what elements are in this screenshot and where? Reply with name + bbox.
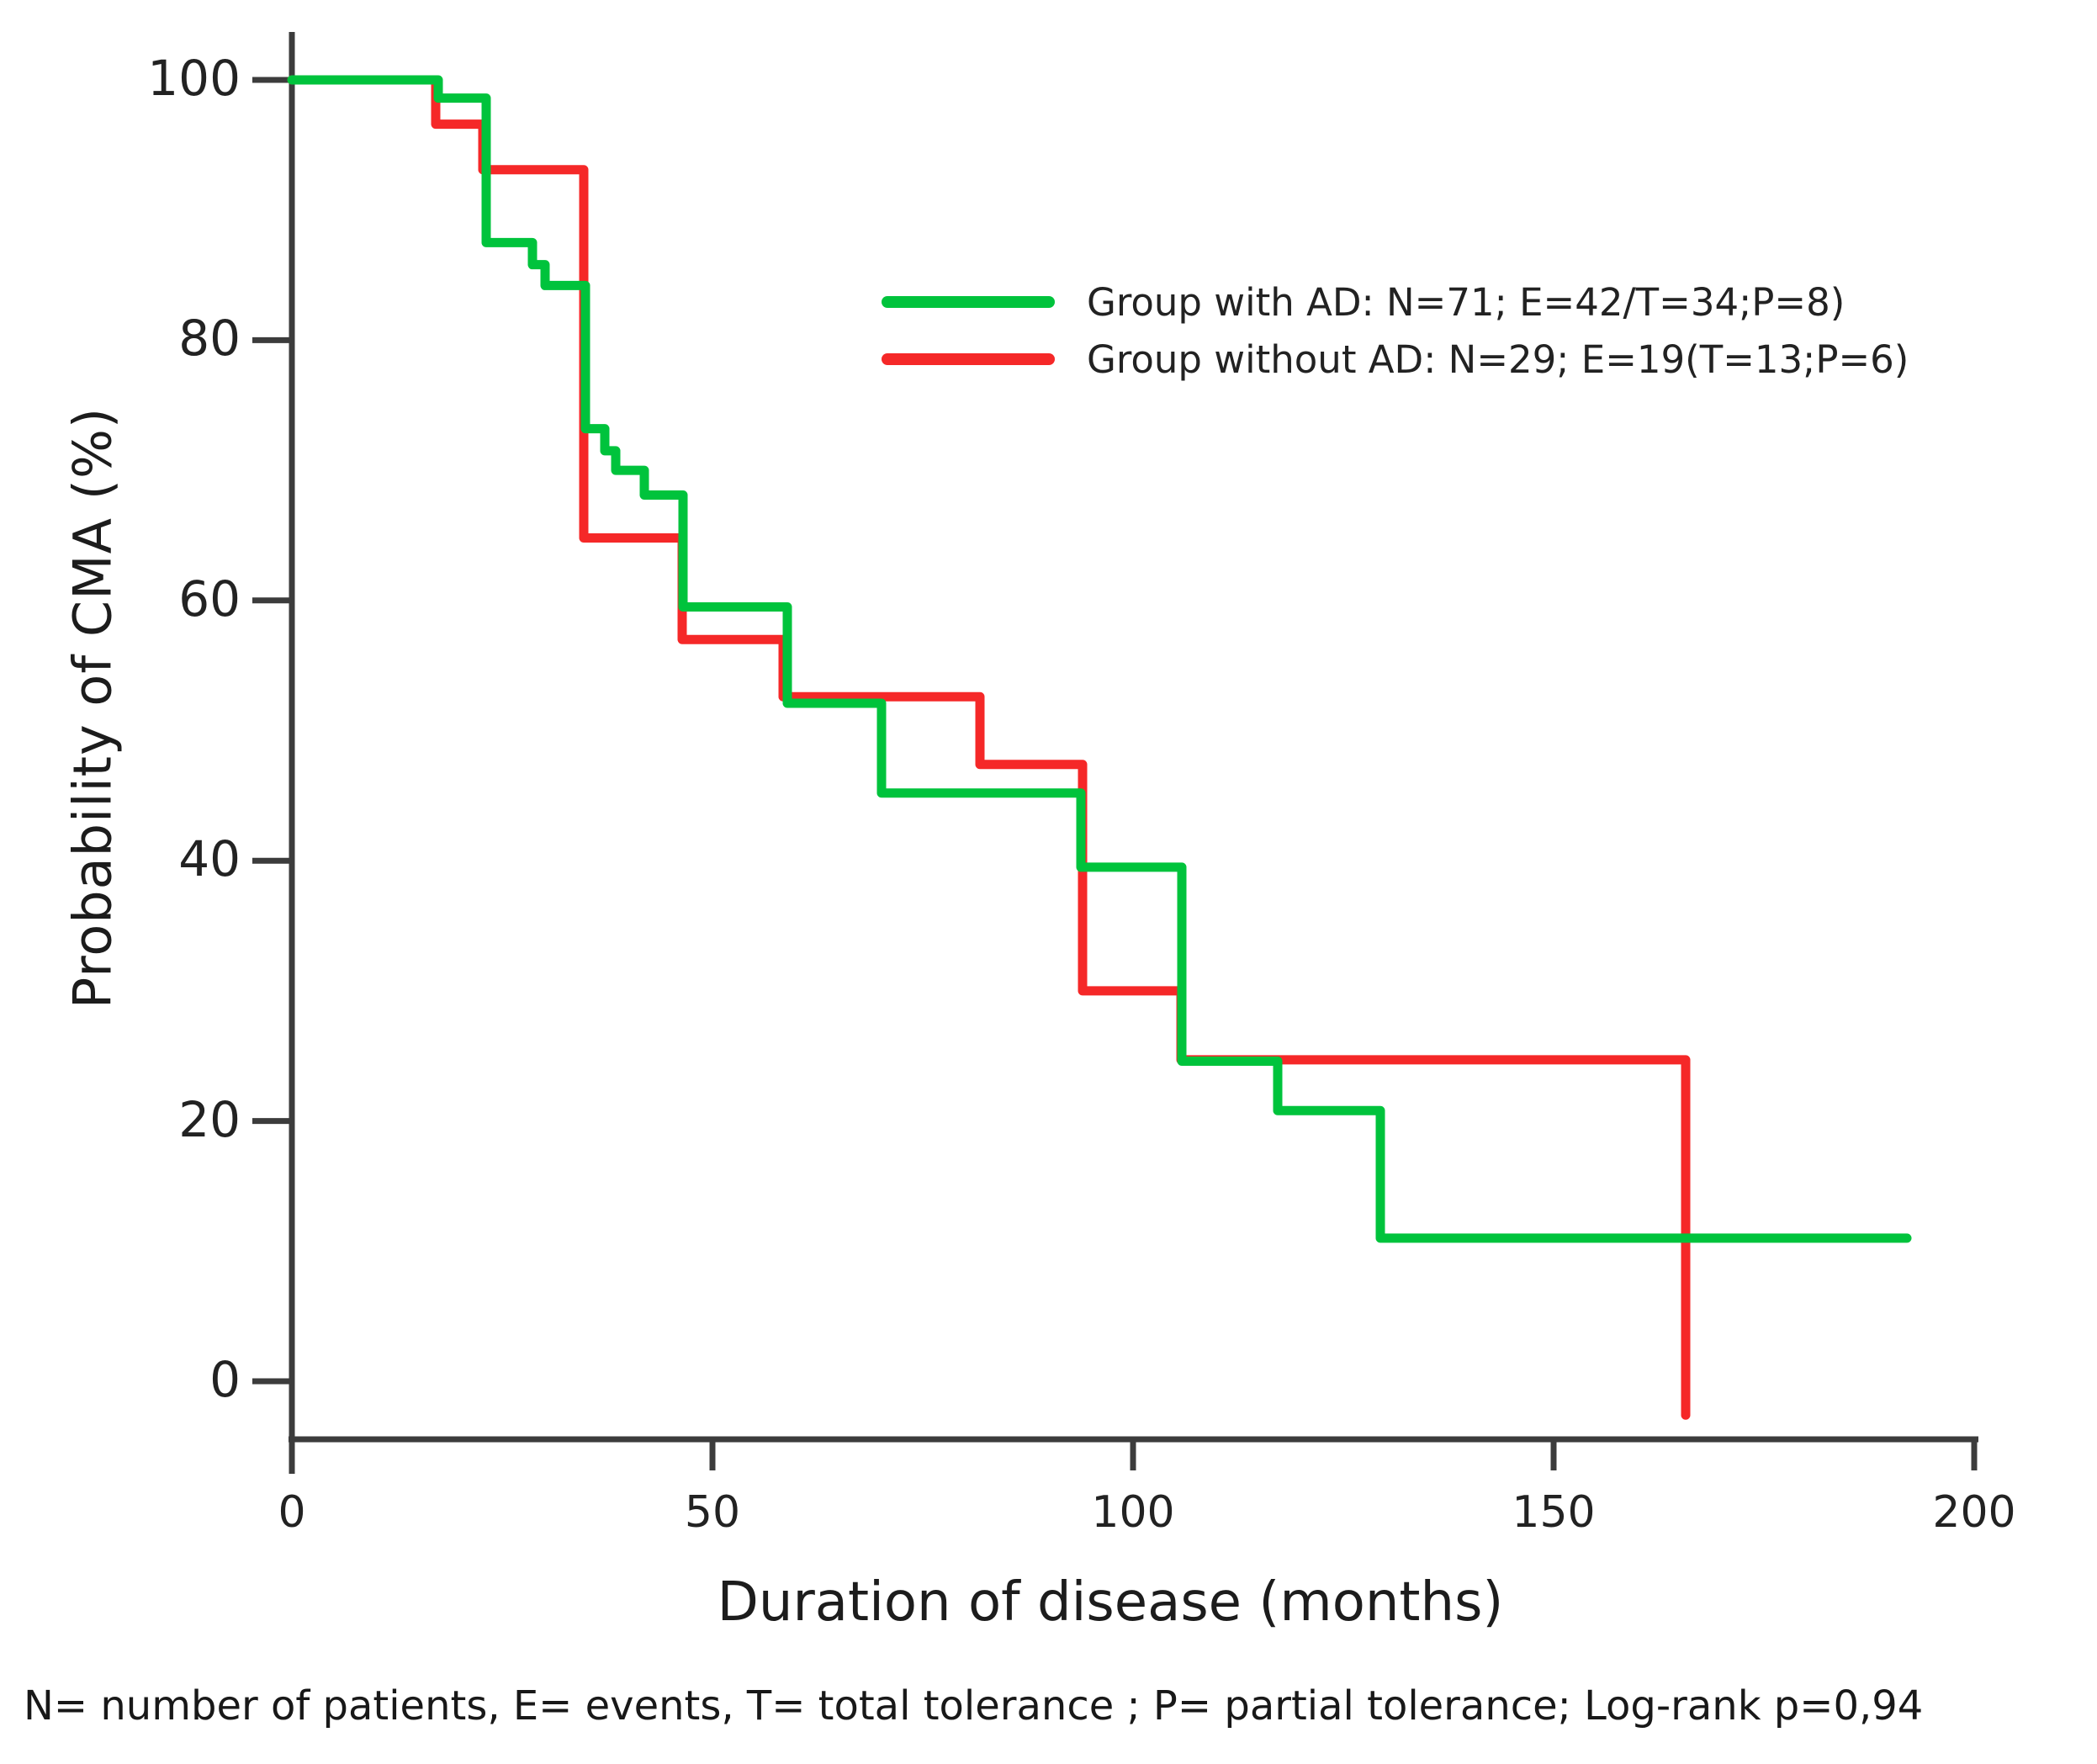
x-tick-label-50: 50 — [684, 1487, 741, 1538]
x-tick-label-150: 150 — [1512, 1487, 1596, 1538]
x-tick-label-100: 100 — [1091, 1487, 1175, 1538]
y-tick-label-60: 60 — [178, 569, 241, 628]
legend: Group with AD: N=71; E=42/T=34;P=8) Grou… — [882, 278, 1909, 392]
y-tick-label-40: 40 — [178, 830, 241, 888]
y-tick-label-80: 80 — [178, 310, 241, 368]
x-tick-label-200: 200 — [1932, 1487, 2016, 1538]
legend-swatch-red-line — [882, 353, 1055, 365]
y-tick-label-20: 20 — [178, 1090, 241, 1148]
y-tick-label-100: 100 — [147, 50, 241, 107]
x-tick-label-0: 0 — [278, 1487, 306, 1538]
y-tick-label-0: 0 — [209, 1351, 241, 1408]
legend-item-group-with-ad: Group with AD: N=71; E=42/T=34;P=8) — [882, 278, 1909, 326]
legend-item-group-without-ad: Group without AD: N=29; E=19(T=13;P=6) — [882, 335, 1909, 384]
x-axis-title: Duration of disease (months) — [717, 1571, 1504, 1634]
series-curve-group-with-ad — [287, 75, 1912, 1243]
legend-label-group-with-ad: Group with AD: N=71; E=42/T=34;P=8) — [1087, 279, 1845, 325]
footnote: N= number of patients, E= events, T= tot… — [24, 1682, 1924, 1730]
legend-label-group-without-ad: Group without AD: N=29; E=19(T=13;P=6) — [1087, 336, 1909, 382]
legend-swatch-green-line — [882, 296, 1055, 308]
